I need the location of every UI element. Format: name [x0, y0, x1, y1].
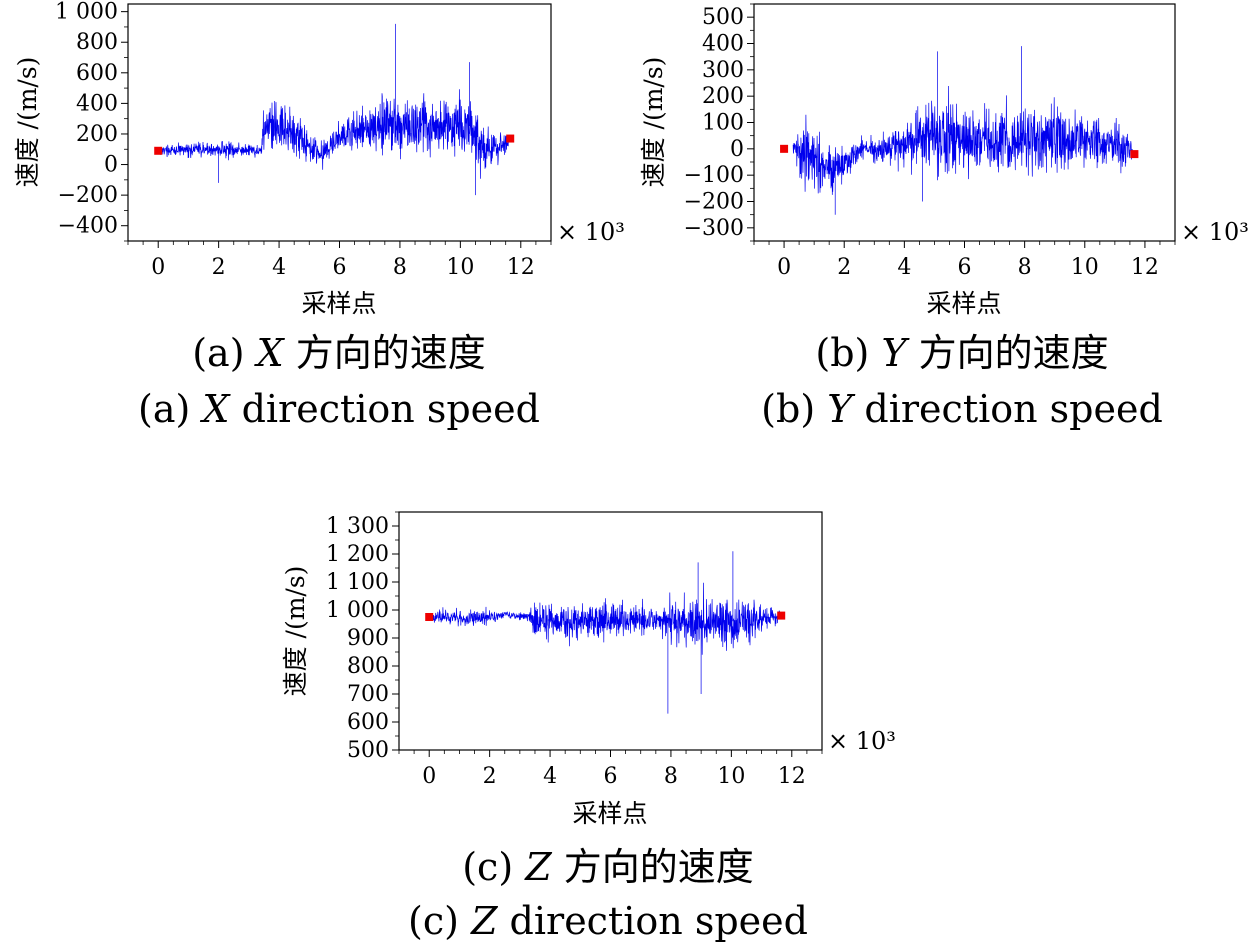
panel-b-endpoint-marker — [1130, 150, 1139, 159]
panel-c-xtick-label: 2 — [483, 764, 497, 789]
panel-c-endpoint-marker — [425, 613, 434, 621]
panel-b-ytick-label: 500 — [702, 5, 744, 30]
panel-a-ytick-label: 800 — [76, 30, 118, 55]
panel-b-ytick-label: 300 — [702, 58, 744, 83]
panel-c-endpoint-marker — [777, 611, 786, 620]
panel-c: 0 2 4 6 8 10 12 500 600 700 800 900 1 000 1 100 1 200 1… — [281, 511, 896, 943]
panel-c-ytick-label: 1 200 — [326, 542, 389, 567]
panel-c-x-multiplier: × 10³ — [828, 727, 896, 755]
panel-b-xtick-label: 12 — [1131, 255, 1159, 280]
panel-a-xtick-label: 6 — [333, 255, 347, 280]
panel-b-endpoint-marker — [780, 144, 789, 153]
panel-a-ytick-label: 400 — [76, 91, 118, 116]
panel-a-ylabel: 速度 /(m/s) — [13, 57, 42, 188]
panel-c-ytick-label: 800 — [347, 654, 389, 679]
panel-a-xtick-label: 0 — [151, 255, 165, 280]
panel-b-ytick-label: −100 — [684, 163, 744, 188]
panel-a-endpoint-marker — [506, 134, 515, 143]
panel-a-xlabel: 采样点 — [301, 289, 376, 318]
panel-c-xtick-label: 12 — [778, 764, 806, 789]
panel-a-ytick-label: 200 — [76, 122, 118, 147]
panel-b-ylabel: 速度 /(m/s) — [639, 57, 668, 188]
panel-c-caption-en: (c) Z direction speed — [408, 899, 808, 943]
panel-b-ytick-label: 0 — [730, 137, 744, 162]
panel-b-xtick-label: 8 — [1018, 255, 1032, 280]
panel-c-xtick-label: 10 — [717, 764, 745, 789]
panel-c-ytick-label: 600 — [347, 710, 389, 735]
panel-a-xtick-label: 12 — [507, 255, 535, 280]
panel-c-xtick-label: 8 — [664, 764, 678, 789]
panel-a-xtick-label: 8 — [393, 255, 407, 280]
panel-c-ytick-label: 1 300 — [326, 514, 389, 539]
panel-a-ytick-label: −200 — [58, 183, 118, 208]
panel-c-ytick-label: 1 100 — [326, 570, 389, 595]
panel-a-speed-series — [157, 23, 509, 196]
panel-c-ytick-label: 1 000 — [326, 598, 389, 623]
panel-a-ytick-label: −400 — [58, 214, 118, 239]
panel-c-xtick-label: 0 — [422, 764, 436, 789]
panel-a-caption-cn: (a) X 方向的速度 — [192, 331, 486, 375]
panel-b-xtick-label: 10 — [1071, 255, 1099, 280]
panel-b-ytick-label: −200 — [684, 190, 744, 215]
panel-a-ytick-label: 0 — [104, 153, 118, 178]
panel-c-ytick-label: 900 — [347, 626, 389, 651]
panel-c-speed-series — [431, 551, 781, 714]
panel-a-caption-en: (a) X direction speed — [138, 387, 540, 431]
panel-b-xlabel: 采样点 — [926, 289, 1001, 318]
panel-b-xtick-label: 0 — [777, 255, 791, 280]
panel-c-ytick-label: 700 — [347, 682, 389, 707]
panel-a-x-multiplier: × 10³ — [557, 218, 625, 246]
panel-c-xtick-label: 4 — [543, 764, 557, 789]
panel-a-plot: 0 2 4 6 8 10 12 −400 −200 0 200 400 600 800 1 000 — [55, 0, 552, 280]
panel-a-plot-frame — [127, 3, 552, 242]
panel-c-plot: 0 2 4 6 8 10 12 500 600 700 800 900 1 000 1 100 1 200 1… — [326, 511, 823, 789]
panel-b-ytick-label: 200 — [702, 84, 744, 109]
panel-b-xtick-label: 4 — [897, 255, 911, 280]
panel-c-caption-cn: (c) Z 方向的速度 — [462, 845, 754, 889]
panel-a-xtick-label: 10 — [446, 255, 474, 280]
panel-b-caption-cn: (b) Y 方向的速度 — [815, 331, 1108, 375]
panel-c-xlabel: 采样点 — [572, 799, 647, 828]
panel-b-xtick-label: 2 — [837, 255, 851, 280]
panel-b-x-multiplier: × 10³ — [1181, 218, 1249, 246]
panel-a-xtick-label: 4 — [272, 255, 286, 280]
panel-b-caption-en: (b) Y direction speed — [761, 387, 1163, 431]
panel-b-ytick-label: 400 — [702, 32, 744, 57]
panel-c-xtick-label: 6 — [604, 764, 618, 789]
panel-c-ylabel: 速度 /(m/s) — [281, 566, 310, 697]
panel-b-ytick-label: 100 — [702, 111, 744, 136]
panel-a-endpoint-marker — [154, 146, 163, 155]
panel-b-ytick-label: −300 — [684, 216, 744, 241]
panel-b-plot-frame — [753, 3, 1176, 242]
panel-a-ytick-label: 600 — [76, 61, 118, 86]
panel-b-xtick-label: 6 — [958, 255, 972, 280]
panel-a-ytick-label: 1 000 — [55, 0, 118, 25]
panel-a-xtick-label: 2 — [212, 255, 226, 280]
panel-b-speed-series — [792, 46, 1134, 215]
panel-c-ytick-label: 500 — [347, 738, 389, 763]
